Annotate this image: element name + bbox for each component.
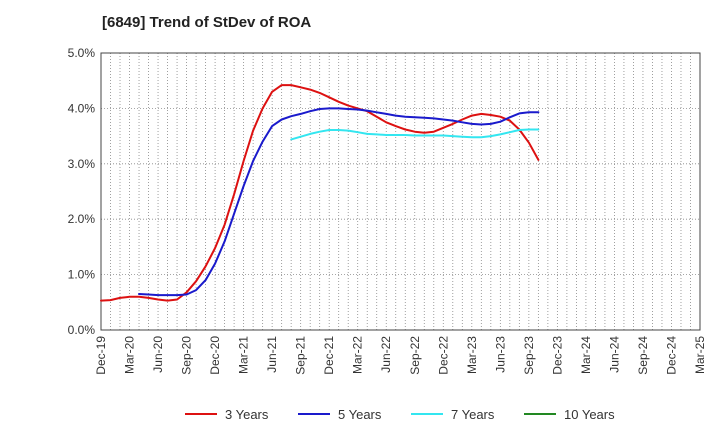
x-tick-label: Sep-22 — [408, 336, 422, 375]
x-tick-label: Dec-21 — [322, 336, 336, 375]
y-tick-label: 4.0% — [68, 101, 96, 115]
legend-label: 5 Years — [338, 407, 382, 422]
x-tick-label: Jun-21 — [265, 336, 279, 373]
x-tick-label: Dec-23 — [550, 336, 564, 375]
y-tick-label: 1.0% — [68, 268, 96, 282]
x-tick-label: Jun-22 — [379, 336, 393, 373]
legend-label: 3 Years — [225, 407, 269, 422]
y-tick-label: 3.0% — [68, 157, 96, 171]
x-tick-label: Mar-23 — [465, 336, 479, 374]
chart-title: [6849] Trend of StDev of ROA — [102, 14, 312, 31]
x-tick-label: Mar-21 — [237, 336, 251, 374]
y-tick-label: 0.0% — [68, 323, 96, 337]
y-tick-label: 2.0% — [68, 212, 96, 226]
x-tick-label: Jun-20 — [151, 336, 165, 373]
series-line-3-years — [100, 84, 540, 302]
x-tick-label: Sep-23 — [522, 336, 536, 375]
x-tick-label: Jun-24 — [607, 336, 621, 373]
x-tick-label: Sep-24 — [636, 336, 650, 375]
x-tick-label: Mar-25 — [693, 336, 707, 374]
x-tick-label: Dec-19 — [94, 336, 108, 375]
legend-label: 7 Years — [451, 407, 495, 422]
x-tick-label: Jun-23 — [493, 336, 507, 373]
x-tick-label: Mar-22 — [351, 336, 365, 374]
x-tick-label: Sep-21 — [294, 336, 308, 375]
x-tick-label: Mar-20 — [123, 336, 137, 374]
legend-label: 10 Years — [564, 407, 615, 422]
x-tick-label: Dec-22 — [436, 336, 450, 375]
x-tick-label: Dec-20 — [208, 336, 222, 375]
x-tick-label: Mar-24 — [579, 336, 593, 374]
plot-frame — [100, 52, 701, 331]
series-line-7-years — [290, 128, 540, 141]
x-tick-label: Dec-24 — [664, 336, 678, 375]
y-tick-label: 5.0% — [68, 46, 96, 60]
series-line-5-years — [138, 107, 540, 297]
x-tick-label: Sep-20 — [180, 336, 194, 375]
